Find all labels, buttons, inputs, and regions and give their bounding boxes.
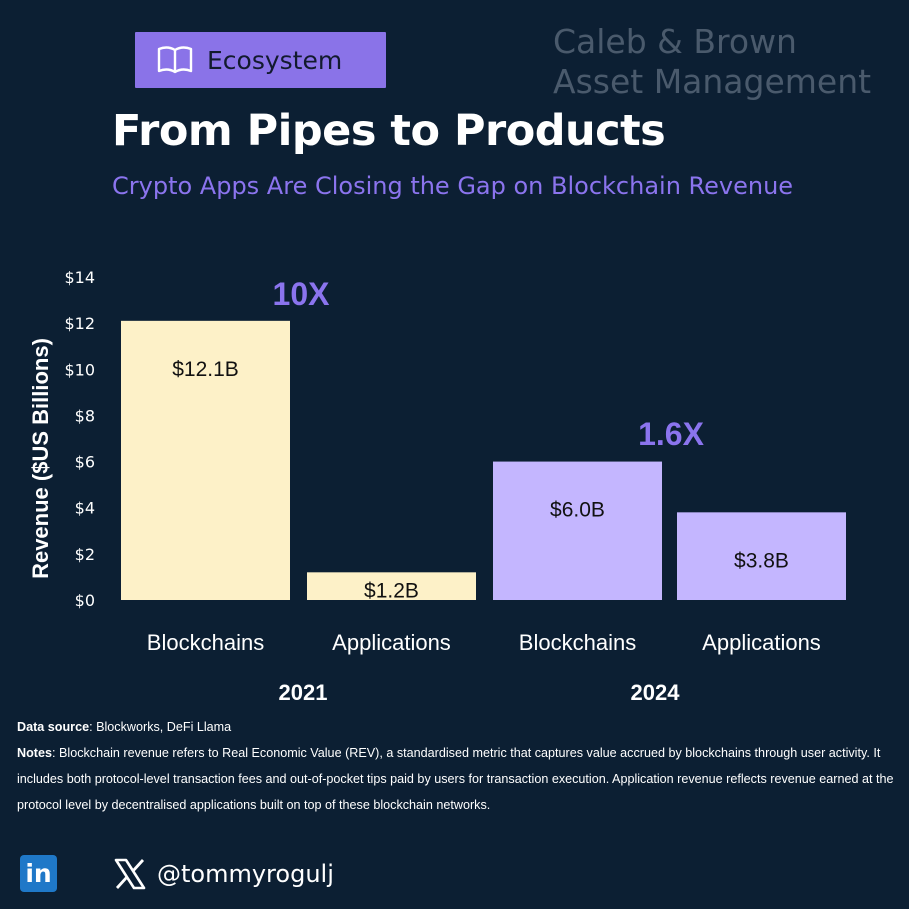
social-handle[interactable]: @tommyrogulj: [157, 859, 334, 888]
y-tick-label: $10: [64, 360, 95, 379]
y-tick-label: $2: [75, 545, 95, 564]
y-tick-label: $6: [75, 453, 95, 472]
footer-notes: Data source: Blockworks, DeFi Llama Note…: [17, 714, 897, 818]
multiplier-annotation: 10X: [273, 276, 331, 312]
notes-paragraph: Notes: Blockchain revenue refers to Real…: [17, 740, 897, 818]
linkedin-icon[interactable]: in: [20, 855, 57, 892]
y-tick-label: $8: [75, 406, 95, 425]
x-logo-icon[interactable]: [113, 857, 147, 891]
bar-value-label: $3.8B: [734, 549, 789, 572]
y-tick-label: $12: [64, 314, 95, 333]
revenue-bar-chart: $0 $2 $4 $6 $8 $10 $12 $14 Revenue ($US Billions…: [28, 268, 846, 705]
x-category-label: Blockchains: [147, 630, 264, 655]
data-source-label: Data source: [17, 720, 90, 734]
category-badge: Ecosystem: [135, 32, 386, 88]
brand-name: Caleb & Brown: [553, 22, 797, 61]
bar-value-label: $6.0B: [550, 499, 605, 522]
y-axis-label: Revenue ($US Billions): [28, 338, 53, 579]
bar-2021-applications: [307, 572, 476, 600]
data-source-line: Data source: Blockworks, DeFi Llama: [17, 714, 897, 740]
page-subtitle: Crypto Apps Are Closing the Gap on Block…: [112, 172, 794, 200]
social-links: in @tommyrogulj: [20, 855, 334, 892]
brand-logo: Caleb & Brown Asset Management: [553, 22, 871, 102]
bar-2024-applications: [677, 512, 846, 600]
x-group-label: 2021: [279, 680, 328, 705]
badge-label: Ecosystem: [207, 45, 343, 75]
notes-text: : Blockchain revenue refers to Real Econ…: [17, 746, 894, 812]
notes-label: Notes: [17, 746, 52, 760]
data-source-text: : Blockworks, DeFi Llama: [89, 720, 232, 734]
open-book-icon: [157, 46, 193, 74]
bar-value-label: $1.2B: [364, 579, 419, 602]
bar-value-label: $12.1B: [172, 358, 239, 381]
x-category-label: Blockchains: [519, 630, 636, 655]
x-group-label: 2024: [631, 680, 681, 705]
bar-2024-blockchains: [493, 461, 662, 600]
x-category-label: Applications: [702, 630, 821, 655]
y-tick-label: $0: [75, 591, 95, 610]
x-category-label: Applications: [332, 630, 451, 655]
page-title: From Pipes to Products: [112, 106, 666, 156]
multiplier-annotation: 1.6X: [638, 416, 704, 452]
y-tick-label: $4: [75, 499, 95, 518]
brand-subname: Asset Management: [553, 62, 872, 101]
y-tick-label: $14: [64, 268, 95, 287]
bar-2021-blockchains: [121, 320, 290, 600]
